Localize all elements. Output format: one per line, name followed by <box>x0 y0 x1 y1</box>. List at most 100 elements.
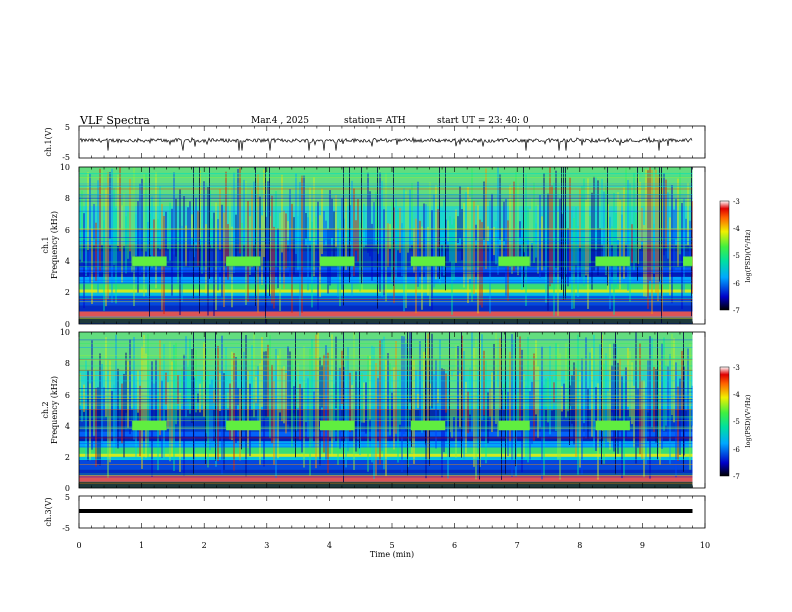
spectrogram-column <box>641 207 643 242</box>
spectrogram-column <box>261 215 263 285</box>
narrowband-line <box>79 355 693 356</box>
spectrogram-column <box>483 181 485 240</box>
spectrogram-column <box>595 177 597 250</box>
narrowband-line <box>79 443 693 444</box>
spectrogram-column <box>671 185 673 304</box>
ch1-spec-ytick-2: 2 <box>65 288 70 297</box>
x-tick-label-10: 10 <box>700 541 710 550</box>
spectrogram-column <box>361 372 363 423</box>
spectrogram-column <box>155 172 157 289</box>
spectrogram-column <box>501 227 503 265</box>
spectrogram-column <box>599 228 601 264</box>
spectrogram-column <box>89 173 91 283</box>
spectrogram-column <box>455 345 457 458</box>
narrowband-line <box>79 194 693 196</box>
narrowband-line <box>79 198 693 200</box>
sferic-line <box>255 167 256 306</box>
spectrogram-column <box>79 196 81 260</box>
spectrogram-column <box>485 168 487 270</box>
spectrogram-column <box>137 370 139 413</box>
spectrogram-column <box>115 208 117 304</box>
transmitter-burst <box>595 256 630 266</box>
sferic-line <box>659 167 660 282</box>
narrowband-line <box>79 347 693 348</box>
spectrogram-column <box>687 182 689 246</box>
sferic-line <box>461 332 462 458</box>
spectrogram-column <box>325 220 327 241</box>
spectrogram-column <box>273 380 275 465</box>
spectrogram-column <box>567 228 569 287</box>
spectrogram-column <box>315 334 317 469</box>
x-tick-label-8: 8 <box>577 541 582 550</box>
narrowband-line <box>79 318 693 319</box>
sferic-line <box>359 332 360 449</box>
spectrogram-column <box>273 226 275 309</box>
sferic-line <box>205 332 206 464</box>
ch2-cb-label: log(PSD)(V²/Hz) <box>744 394 752 447</box>
spectrogram-column <box>587 388 589 439</box>
x-axis-tick-labels: 0 1 2 3 4 5 6 7 8 9 10 <box>76 541 710 550</box>
transmitter-burst <box>498 420 530 431</box>
sferic-line <box>563 167 564 301</box>
spectrogram-column <box>125 352 127 413</box>
spectrogram-column <box>437 388 439 403</box>
spectrogram-column <box>413 359 415 464</box>
spectrogram-column <box>333 384 335 441</box>
narrowband-line <box>79 358 693 359</box>
spectrogram-column <box>235 357 237 444</box>
sferic-line <box>343 167 344 306</box>
spectrogram-column <box>145 173 147 252</box>
narrowband-line <box>79 247 693 248</box>
narrowband-line <box>79 402 693 404</box>
spectrogram-column <box>365 228 367 243</box>
x-tick-label-9: 9 <box>640 541 645 550</box>
spectrogram-column <box>179 392 181 472</box>
spectrogram-column <box>183 354 185 476</box>
spectrogram-column <box>595 387 597 451</box>
spectrogram-column <box>105 188 107 307</box>
spectrogram-column <box>143 173 145 297</box>
spectrogram-column <box>605 353 607 441</box>
ch1-cb-tick-5: -5 <box>733 252 740 260</box>
spectrogram-column <box>683 198 685 293</box>
spectrogram-column <box>397 387 399 463</box>
transmitter-burst <box>410 420 446 431</box>
spectrogram-column <box>157 391 159 471</box>
spectrogram-column <box>459 373 461 428</box>
spectrogram-column <box>623 187 625 279</box>
frequency-band <box>79 469 693 476</box>
spectrogram-column <box>675 199 677 240</box>
spectrogram-column <box>229 186 231 278</box>
narrowband-line <box>79 283 693 285</box>
spectrogram-column <box>535 223 537 258</box>
spectrogram-column <box>651 169 653 315</box>
spectrogram-column <box>237 169 239 247</box>
spectrogram-column <box>335 195 337 247</box>
spectrogram-column <box>549 167 551 287</box>
narrowband-line <box>79 183 693 185</box>
spectrogram-column <box>109 172 111 239</box>
spectrogram-column <box>179 189 181 316</box>
spectrogram-column <box>635 332 637 464</box>
spectrogram-column <box>263 351 265 467</box>
narrowband-line <box>79 416 693 418</box>
spectrogram-column <box>617 192 619 240</box>
spectrogram-column <box>309 348 311 476</box>
spectrogram-column <box>181 368 183 405</box>
narrowband-line <box>79 417 693 419</box>
spectrogram-column <box>689 220 691 261</box>
spectrogram-column <box>659 361 661 465</box>
spectrogram-column <box>621 214 623 259</box>
x-tick-label-2: 2 <box>202 541 207 550</box>
spectrogram-column <box>195 197 197 243</box>
ch2-colorbar <box>719 366 730 477</box>
ch2-spec-ytick-0: 0 <box>65 484 70 493</box>
narrowband-line <box>79 175 693 177</box>
spectrogram-column <box>489 200 491 314</box>
spectrogram-column <box>521 220 523 290</box>
spectrogram-column <box>117 174 119 246</box>
spectrogram-column <box>531 381 533 445</box>
sferic-line <box>411 332 412 448</box>
spectrogram-column <box>677 178 679 267</box>
frequency-band <box>79 283 693 290</box>
